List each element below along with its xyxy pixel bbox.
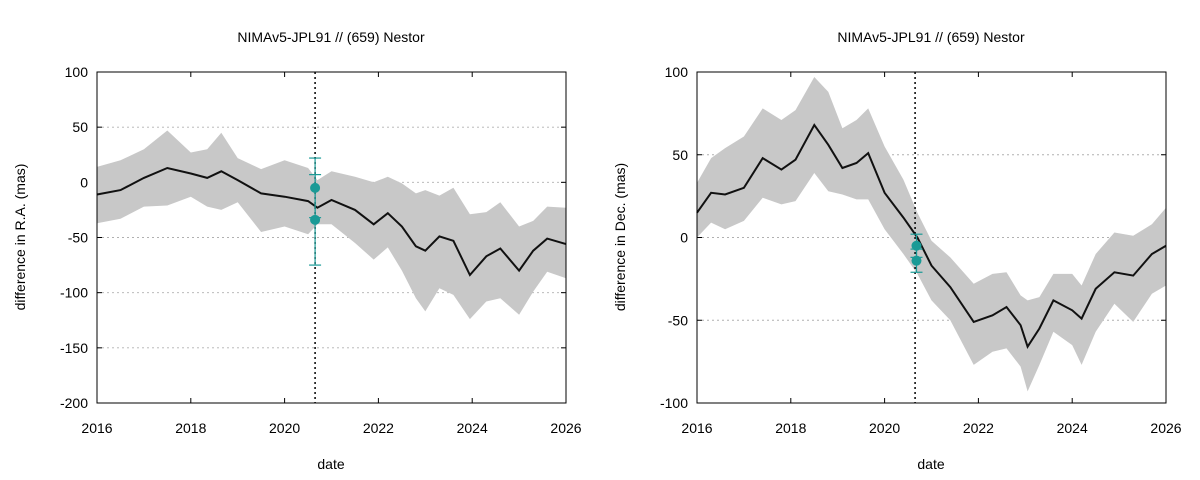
left-plot: -200 -150 -100 -50 0 50 100 2016 2018 2020 2022 202… — [60, 64, 582, 436]
right-x-tick-label: 2024 — [1057, 420, 1088, 436]
right-plot: -100 -50 0 50 100 2016 2018 2020 2022 2024 2026 — [660, 64, 1182, 436]
left-x-axis-label: date — [317, 456, 344, 472]
left-difference-curve — [96, 166, 567, 277]
right-x-tick-label: 2022 — [963, 420, 994, 436]
left-y-tick-label: -200 — [60, 395, 88, 411]
right-difference-curve — [696, 123, 1167, 350]
right-uncertainty-band — [697, 77, 1166, 392]
left-plot-frame — [96, 71, 567, 404]
left-y-tick-label: -150 — [60, 340, 88, 356]
right-y-tick-label: 50 — [672, 147, 688, 163]
left-y-tick-label: 0 — [80, 174, 88, 190]
right-x-axis-label: date — [917, 456, 944, 472]
left-x-tick-label: 2016 — [81, 420, 112, 436]
left-y-tick-label: 100 — [65, 64, 89, 80]
left-y-tick-label: -100 — [60, 285, 88, 301]
left-x-tick-label: 2026 — [550, 420, 581, 436]
left-x-tick-label: 2020 — [269, 420, 300, 436]
right-y-tick-label: 100 — [665, 64, 689, 80]
right-x-tick-label: 2026 — [1150, 420, 1181, 436]
right-chart-title: NIMAv5-JPL91 // (659) Nestor — [837, 29, 1025, 45]
right-y-tick-label: -50 — [668, 312, 688, 328]
right-observation-point — [911, 240, 922, 251]
right-observation-point — [911, 255, 922, 266]
right-x-tick-label: 2020 — [869, 420, 900, 436]
left-observation-point — [310, 214, 321, 225]
left-y-axis-label: difference in R.A. (mas) — [12, 164, 28, 311]
left-uncertainty-band — [97, 130, 566, 320]
right-y-tick-label: 0 — [680, 230, 688, 246]
left-y-tick-label: 50 — [72, 119, 88, 135]
left-y-tick-label: -50 — [68, 230, 88, 246]
left-x-tick-label: 2018 — [175, 420, 206, 436]
right-x-tick-label: 2018 — [775, 420, 806, 436]
right-x-tick-label: 2016 — [681, 420, 712, 436]
plot-layer: -200 -150 -100 -50 0 50 100 2016 2018 2020 2022 202… — [60, 64, 1182, 436]
left-chart-title: NIMAv5-JPL91 // (659) Nestor — [237, 29, 425, 45]
right-plot-frame — [696, 71, 1167, 404]
left-x-tick-label: 2024 — [457, 420, 488, 436]
left-x-tick-label: 2022 — [363, 420, 394, 436]
right-y-tick-label: -100 — [660, 395, 688, 411]
right-y-axis-label: difference in Dec. (mas) — [612, 163, 628, 311]
